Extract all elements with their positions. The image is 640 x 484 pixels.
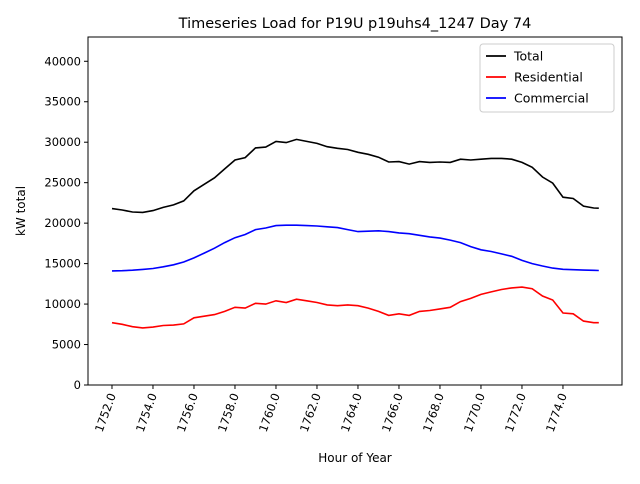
- x-tick-label: 1756.0: [174, 391, 201, 434]
- y-tick-label: 35000: [44, 95, 81, 109]
- x-axis-label: Hour of Year: [318, 451, 392, 465]
- y-tick-label: 5000: [52, 338, 81, 352]
- y-tick-label: 0: [74, 378, 81, 392]
- x-tick-label: 1762.0: [297, 391, 324, 434]
- legend-label: Residential: [514, 70, 583, 85]
- series-line-commercial: [111, 224, 599, 272]
- legend: Total Residential Commercial: [479, 43, 615, 113]
- x-tick-label: 1758.0: [215, 391, 242, 434]
- x-tick-label: 1774.0: [543, 391, 570, 434]
- y-tick-label: 15000: [44, 257, 81, 271]
- x-tick-label: 1768.0: [420, 391, 447, 434]
- y-axis: 0 5000 10000 15000 20000 25000 30000 35000 40000: [44, 54, 88, 392]
- x-tick-label: 1770.0: [461, 391, 488, 434]
- series-line-residential: [111, 286, 599, 329]
- x-tick-label: 1752.0: [92, 391, 119, 434]
- y-tick-label: 40000: [44, 54, 81, 68]
- chart-title: Timeseries Load for P19U p19uhs4_1247 Da…: [178, 16, 532, 32]
- plot-frame: [87, 36, 623, 386]
- x-tick-label: 1764.0: [338, 391, 365, 434]
- y-tick-label: 10000: [44, 297, 81, 311]
- y-tick-label: 25000: [44, 176, 81, 190]
- series-layer: [111, 138, 599, 329]
- y-axis-label: kW total: [14, 186, 28, 236]
- legend-label: Commercial: [514, 91, 589, 106]
- x-tick-label: 1760.0: [256, 391, 283, 434]
- x-tick-label: 1766.0: [379, 391, 406, 434]
- x-tick-label: 1754.0: [133, 391, 160, 434]
- legend-label: Total: [513, 49, 543, 64]
- y-tick-label: 30000: [44, 135, 81, 149]
- series-line-total: [111, 138, 599, 214]
- y-tick-label: 20000: [44, 216, 81, 230]
- x-tick-label: 1772.0: [502, 391, 529, 434]
- x-axis: 1752.0 1754.0 1756.0 1758.0 1760.0 1762.0 1764…: [92, 385, 570, 434]
- legend-box: [479, 43, 615, 113]
